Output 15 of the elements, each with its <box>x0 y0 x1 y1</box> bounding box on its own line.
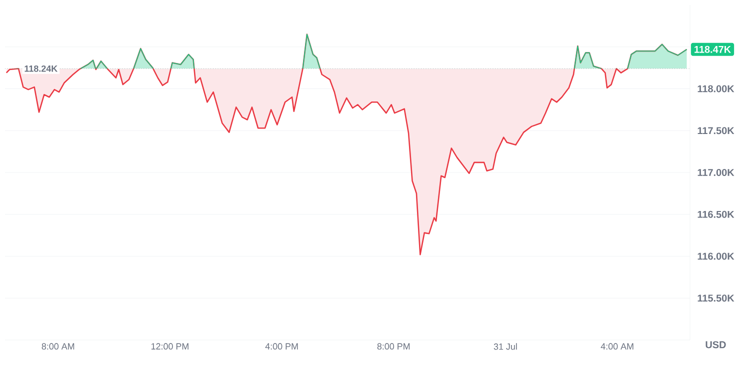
y-tick-label: 116.00K <box>698 252 734 260</box>
x-tick-label: 31 Jul <box>494 343 517 350</box>
x-tick-label: 4:00 AM <box>600 343 634 350</box>
annotation: 118.47K <box>694 46 731 53</box>
y-tick-label: 118.00K <box>698 85 734 92</box>
y-tick-label: 117.50K <box>698 127 734 134</box>
x-tick-label: 8:00 PM <box>377 343 410 350</box>
x-tick-label: 8:00 AM <box>42 343 74 350</box>
x-tick-label: 12:00 PM <box>151 343 188 350</box>
x-tick-label: 4:00 PM <box>265 343 298 350</box>
y-tick-label: 117.00K <box>698 168 734 176</box>
y-tick-label: 116.50K <box>698 210 734 218</box>
y-axis-title: USD <box>706 341 726 348</box>
y-tick-label: 115.50K <box>698 294 734 302</box>
ref-line-label: 118.24K <box>24 65 58 72</box>
